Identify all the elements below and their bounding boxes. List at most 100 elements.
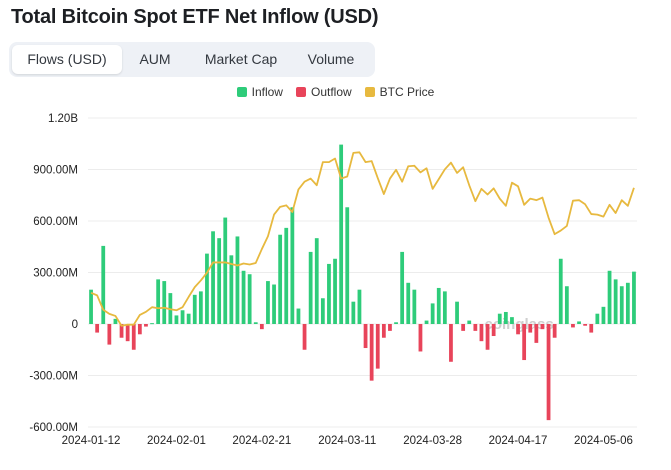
inflow-bar <box>564 286 569 324</box>
inflow-bar <box>217 238 222 324</box>
inflow-bar <box>625 282 630 324</box>
x-tick-label: 2024-04-17 <box>489 435 548 447</box>
inflow-bar <box>266 281 270 324</box>
inflow-bar <box>558 258 563 324</box>
legend-label-btc-price: BTC Price <box>379 85 435 99</box>
outflow-bar <box>363 324 368 349</box>
btc-price-swatch <box>364 87 375 97</box>
y-tick-label: 1.20B <box>48 113 78 125</box>
inflow-bar <box>101 245 106 324</box>
outflow-bar <box>107 324 112 345</box>
outflow-bar <box>375 324 380 369</box>
inflow-bar <box>406 282 411 324</box>
x-tick-label: 2024-03-28 <box>403 435 462 447</box>
inflow-bar <box>357 289 362 324</box>
legend-item-outflow[interactable]: Outflow <box>295 84 352 100</box>
outflow-bar <box>449 324 453 362</box>
inflow-bar <box>497 313 502 324</box>
inflow-bar <box>503 311 508 324</box>
inflow-bar <box>278 234 283 324</box>
x-tick-label: 2024-02-01 <box>147 435 206 447</box>
inflow-bar <box>577 321 581 324</box>
tab-aum[interactable]: AUM <box>139 51 171 67</box>
tab-flows-usd[interactable]: Flows (USD) <box>12 45 122 74</box>
inflow-bar <box>156 279 161 324</box>
inflow-bar <box>192 294 197 324</box>
outflow-bar <box>528 324 533 333</box>
x-tick-label: 2024-01-12 <box>62 435 121 447</box>
inflow-bar <box>241 270 246 324</box>
outflow-bar <box>534 324 539 343</box>
outflow-bar <box>540 324 545 330</box>
inflow-bar <box>345 207 350 324</box>
inflow-bar <box>455 301 459 324</box>
outflow-bar <box>144 324 148 327</box>
outflow-bar <box>522 324 527 361</box>
inflow-bar <box>333 258 337 324</box>
outflow-bar <box>485 324 490 350</box>
inflow-bar <box>211 231 215 324</box>
inflow-bar <box>632 271 636 324</box>
outflow-bar <box>516 324 520 335</box>
inflow-bar <box>314 238 319 324</box>
outflow-swatch <box>295 87 306 97</box>
inflow-bar <box>400 251 405 324</box>
inflow-bar <box>174 315 179 324</box>
y-tick-label: -600.00M <box>29 422 78 434</box>
inflow-bar <box>339 144 344 324</box>
inflow-bar <box>272 284 276 324</box>
outflow-bar <box>369 324 374 381</box>
x-tick-label: 2024-02-21 <box>232 435 291 447</box>
inflow-bar <box>424 320 429 324</box>
outflow-bar <box>131 324 136 350</box>
inflow-bar <box>595 313 600 324</box>
inflow-bar <box>253 322 258 324</box>
inflow-bar <box>205 253 209 324</box>
inflow-bar <box>284 227 289 324</box>
inflow-bar <box>235 236 240 324</box>
inflow-bar <box>247 274 252 324</box>
inflow-bar <box>229 255 234 324</box>
inflow-bar <box>186 313 191 324</box>
outflow-bar <box>473 324 478 331</box>
inflow-bar <box>436 287 441 324</box>
legend-item-btc-price[interactable]: BTC Price <box>364 84 435 100</box>
inflow-bar <box>327 263 331 324</box>
legend-label-inflow: Inflow <box>251 85 283 99</box>
outflow-bar <box>388 324 392 331</box>
outflow-bar <box>479 324 484 342</box>
outflow-bar <box>259 324 264 330</box>
outflow-bar <box>461 324 466 331</box>
y-tick-label: -300.00M <box>29 371 78 383</box>
inflow-bar <box>601 306 606 324</box>
inflow-bar <box>412 289 417 324</box>
inflow-bar <box>89 289 93 324</box>
metric-tabs: Flows (USD) AUM Market Cap Volume <box>9 42 375 77</box>
inflow-bar <box>607 270 612 324</box>
x-tick-label: 2024-03-11 <box>318 435 376 447</box>
y-tick-label: 0 <box>72 319 78 331</box>
legend-item-inflow[interactable]: Inflow <box>236 84 283 100</box>
outflow-bar <box>552 324 557 338</box>
inflow-bar <box>613 279 618 324</box>
inflow-bar <box>510 317 514 324</box>
y-tick-label: 300.00M <box>33 268 78 280</box>
inflow-swatch <box>236 87 247 97</box>
x-tick-label: 2024-05-06 <box>574 435 633 447</box>
inflow-bar <box>430 303 435 324</box>
outflow-bar <box>381 324 386 338</box>
inflow-bar <box>290 207 295 324</box>
outflow-bar <box>125 324 130 342</box>
inflow-bar <box>308 251 313 324</box>
chart-title: Total Bitcoin Spot ETF Net Inflow (USD) <box>11 6 379 28</box>
outflow-bar <box>589 324 594 333</box>
btc-price-line <box>90 151 635 327</box>
tab-volume[interactable]: Volume <box>307 51 355 67</box>
inflow-bar <box>150 323 154 325</box>
outflow-bar <box>571 324 575 328</box>
tab-market-cap[interactable]: Market Cap <box>204 51 278 67</box>
outflow-bar <box>491 324 496 337</box>
outflow-bar <box>302 324 307 350</box>
outflow-bar <box>119 324 124 338</box>
